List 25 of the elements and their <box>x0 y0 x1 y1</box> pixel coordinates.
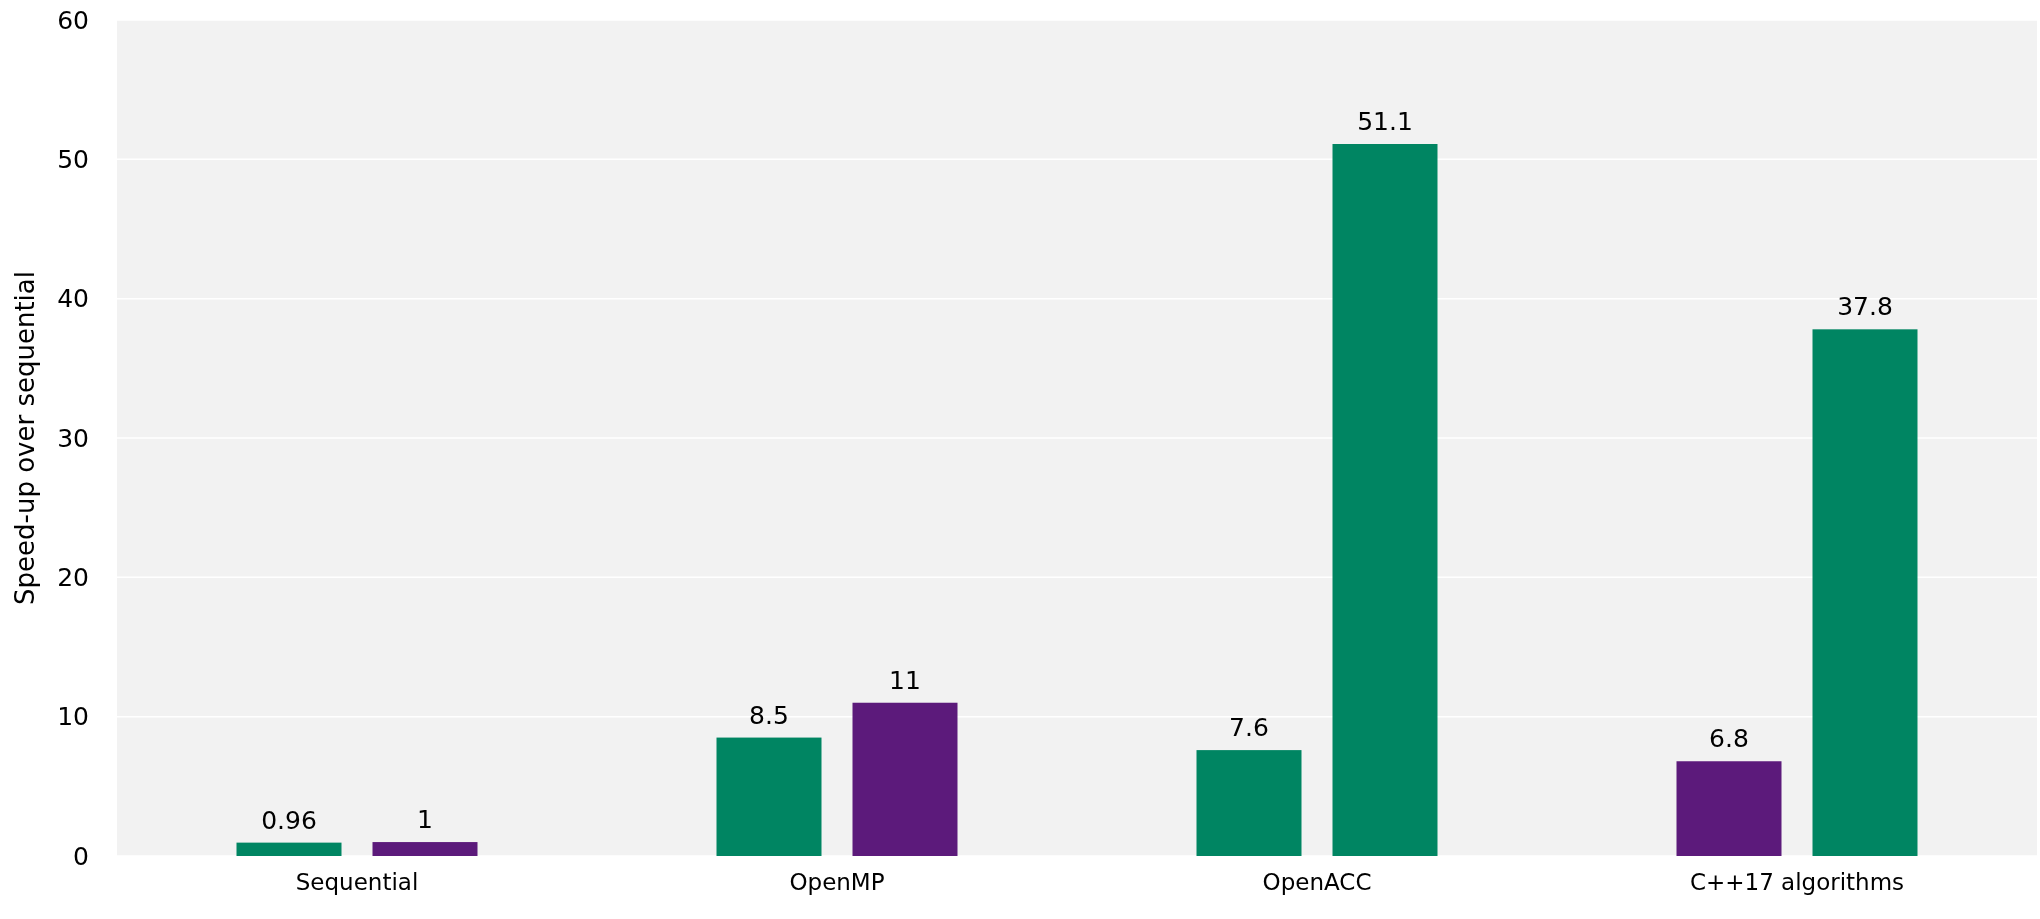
x-tick-label: OpenACC <box>1262 869 1372 896</box>
bar <box>716 737 822 856</box>
data-label: 11 <box>889 665 921 695</box>
data-label: 0.96 <box>261 805 317 835</box>
data-label: 37.8 <box>1837 292 1893 322</box>
y-tick-label: 40 <box>57 284 89 314</box>
bar <box>372 842 478 856</box>
y-tick-label: 0 <box>73 841 89 871</box>
y-tick-label: 60 <box>57 5 89 35</box>
x-tick-label: Sequential <box>295 869 419 896</box>
x-tick-label: C++17 algorithms <box>1689 869 1905 896</box>
data-label: 6.8 <box>1709 724 1749 754</box>
bar <box>852 702 958 856</box>
y-tick-label: 50 <box>57 144 89 174</box>
y-tick-label: 20 <box>57 562 89 592</box>
data-label: 51.1 <box>1357 107 1413 137</box>
bar <box>236 842 342 856</box>
y-tick-label: 30 <box>57 423 89 453</box>
data-label: 8.5 <box>749 700 789 730</box>
data-label: 7.6 <box>1229 713 1269 743</box>
x-tick-label: OpenMP <box>789 869 885 896</box>
data-label: 1 <box>417 805 433 835</box>
bar <box>1196 750 1302 856</box>
y-axis-title: Speed-up over sequential <box>10 271 40 605</box>
y-tick-label: 10 <box>57 702 89 732</box>
